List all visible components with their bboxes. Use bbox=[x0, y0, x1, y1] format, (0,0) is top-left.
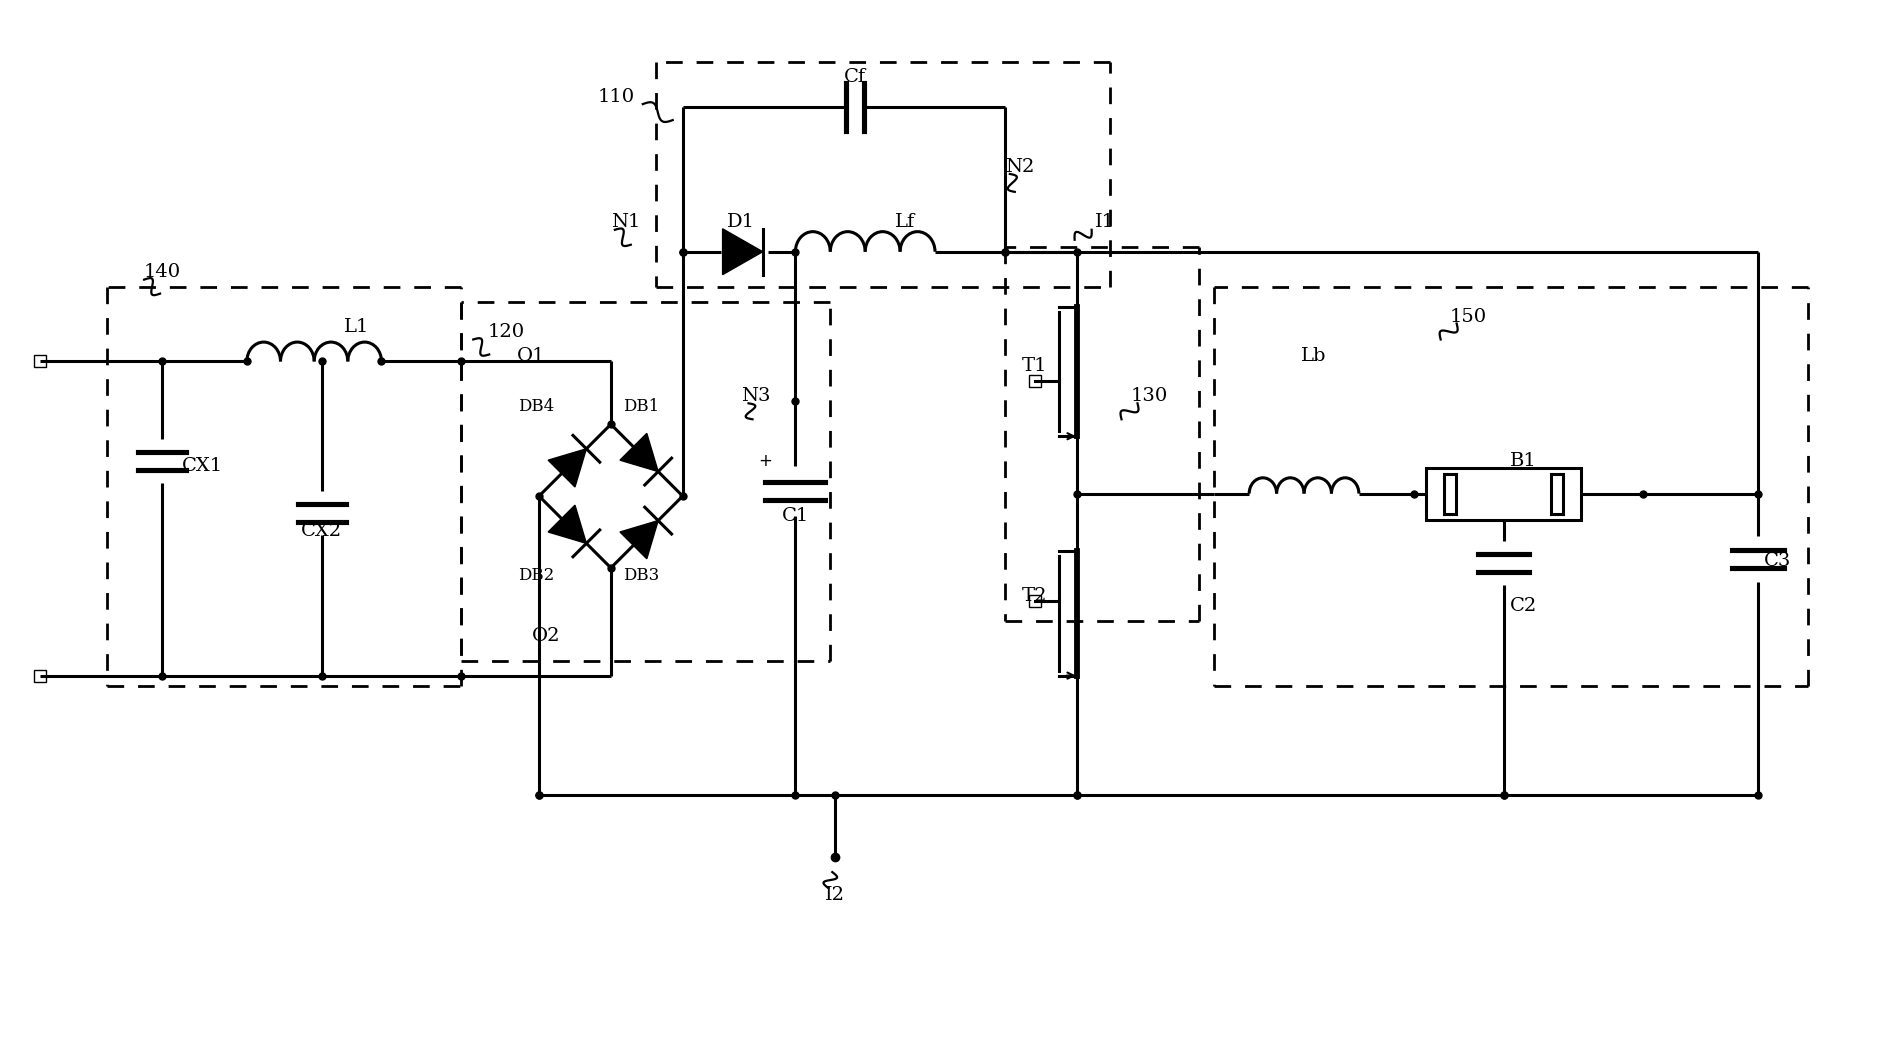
Text: DB3: DB3 bbox=[623, 568, 659, 584]
Text: N3: N3 bbox=[740, 388, 770, 406]
Polygon shape bbox=[548, 449, 585, 487]
Text: CX1: CX1 bbox=[181, 457, 222, 475]
Text: Cf: Cf bbox=[843, 68, 866, 86]
Text: D1: D1 bbox=[726, 212, 755, 231]
Text: L1: L1 bbox=[344, 317, 369, 335]
Text: T1: T1 bbox=[1022, 357, 1046, 375]
Bar bbox=[1425, 468, 1581, 519]
Text: 150: 150 bbox=[1449, 308, 1487, 326]
Text: 130: 130 bbox=[1131, 388, 1167, 406]
Polygon shape bbox=[723, 229, 762, 274]
Polygon shape bbox=[619, 433, 659, 472]
Text: DB1: DB1 bbox=[623, 398, 659, 415]
Text: C1: C1 bbox=[781, 507, 809, 526]
Text: +: + bbox=[758, 452, 772, 470]
Text: 140: 140 bbox=[143, 263, 181, 281]
Text: N2: N2 bbox=[1005, 158, 1033, 176]
Text: 110: 110 bbox=[597, 88, 634, 106]
Polygon shape bbox=[619, 520, 659, 559]
Text: Lb: Lb bbox=[1300, 348, 1327, 366]
Text: C3: C3 bbox=[1763, 552, 1790, 570]
Text: C2: C2 bbox=[1509, 597, 1536, 615]
Text: N1: N1 bbox=[612, 212, 640, 231]
Text: O2: O2 bbox=[531, 626, 561, 644]
Text: 120: 120 bbox=[487, 323, 525, 341]
Text: T2: T2 bbox=[1022, 586, 1046, 604]
Text: Lf: Lf bbox=[894, 212, 915, 231]
Text: B1: B1 bbox=[1509, 452, 1536, 470]
Polygon shape bbox=[548, 506, 585, 543]
Text: I1: I1 bbox=[1093, 212, 1114, 231]
Text: I2: I2 bbox=[824, 886, 845, 904]
Text: DB2: DB2 bbox=[518, 568, 553, 584]
Text: CX2: CX2 bbox=[301, 522, 343, 540]
Text: O1: O1 bbox=[516, 348, 546, 366]
Text: DB4: DB4 bbox=[518, 398, 553, 415]
